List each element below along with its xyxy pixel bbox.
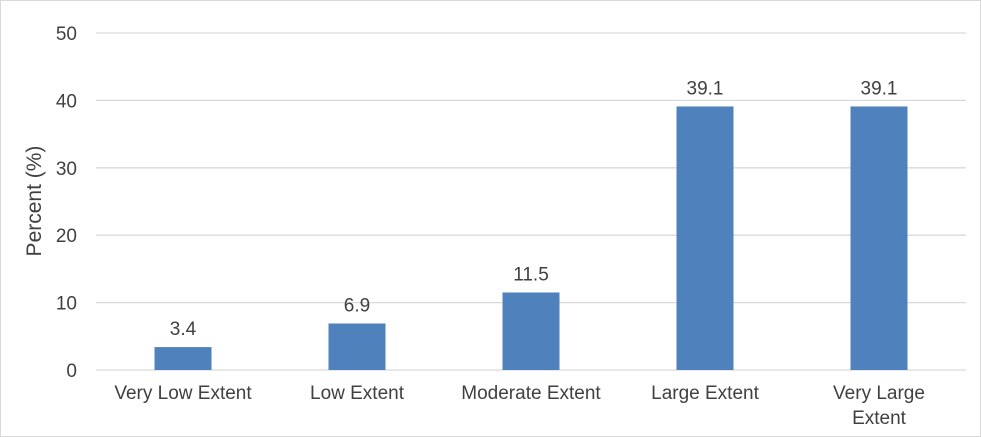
y-tick-label: 40 — [56, 91, 77, 112]
bar — [328, 323, 386, 370]
y-axis-title: Percent (%) — [23, 146, 46, 257]
y-tick-label: 0 — [66, 361, 77, 382]
data-label: 6.9 — [344, 295, 370, 316]
data-label: 39.1 — [861, 78, 898, 99]
bar — [676, 106, 734, 370]
y-axis-ticks: 0 10 20 30 40 50 — [56, 24, 77, 382]
x-category-label: Moderate Extent — [461, 383, 601, 404]
x-category-label: Very Low Extent — [114, 383, 252, 404]
y-tick-label: 10 — [56, 294, 77, 315]
data-label: 3.4 — [170, 319, 197, 340]
gridlines — [96, 32, 966, 371]
x-category-label: Large Extent — [651, 383, 759, 404]
x-category-label: Very Large Extent — [833, 383, 925, 429]
data-label: 11.5 — [513, 264, 549, 285]
y-tick-label: 50 — [56, 24, 77, 45]
x-category-label: Low Extent — [310, 383, 405, 404]
data-label: 39.1 — [687, 78, 724, 99]
y-tick-label: 20 — [56, 226, 77, 247]
bars — [154, 106, 908, 370]
x-axis-categories: Very Low Extent Low Extent Moderate Extent… — [114, 383, 925, 429]
bar — [850, 106, 908, 370]
bar — [502, 292, 560, 370]
y-tick-label: 30 — [56, 159, 77, 180]
bar — [154, 347, 212, 370]
data-labels: 3.4 6.9 11.5 39.1 39.1 — [170, 78, 898, 340]
